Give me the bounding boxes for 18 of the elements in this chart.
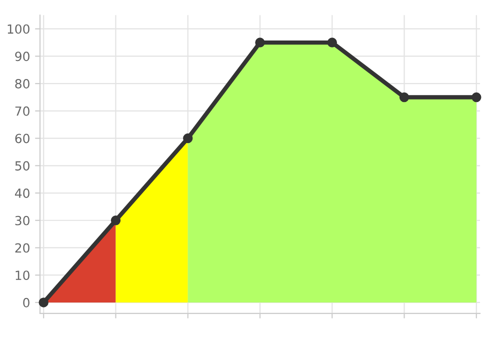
point — [255, 38, 265, 48]
point — [183, 133, 193, 144]
y-tick-label: 10 — [16, 270, 30, 280]
point — [110, 216, 121, 226]
y-tick-label: 80 — [15, 79, 30, 88]
y-tick-label: 0 — [23, 298, 30, 308]
point — [38, 298, 48, 308]
y-tick-label: 70 — [15, 106, 30, 116]
point — [327, 38, 337, 48]
y-tick-label: 30 — [15, 216, 30, 226]
y-tick-label: 50 — [15, 161, 30, 171]
y-tick-label: 20 — [15, 243, 30, 253]
y-tick-label: 100 — [8, 24, 30, 34]
point — [399, 92, 410, 102]
y-tick-label: 60 — [15, 134, 30, 144]
y-tick-label: 90 — [15, 52, 30, 62]
y-tick-label: 40 — [14, 188, 30, 198]
point — [472, 92, 482, 102]
